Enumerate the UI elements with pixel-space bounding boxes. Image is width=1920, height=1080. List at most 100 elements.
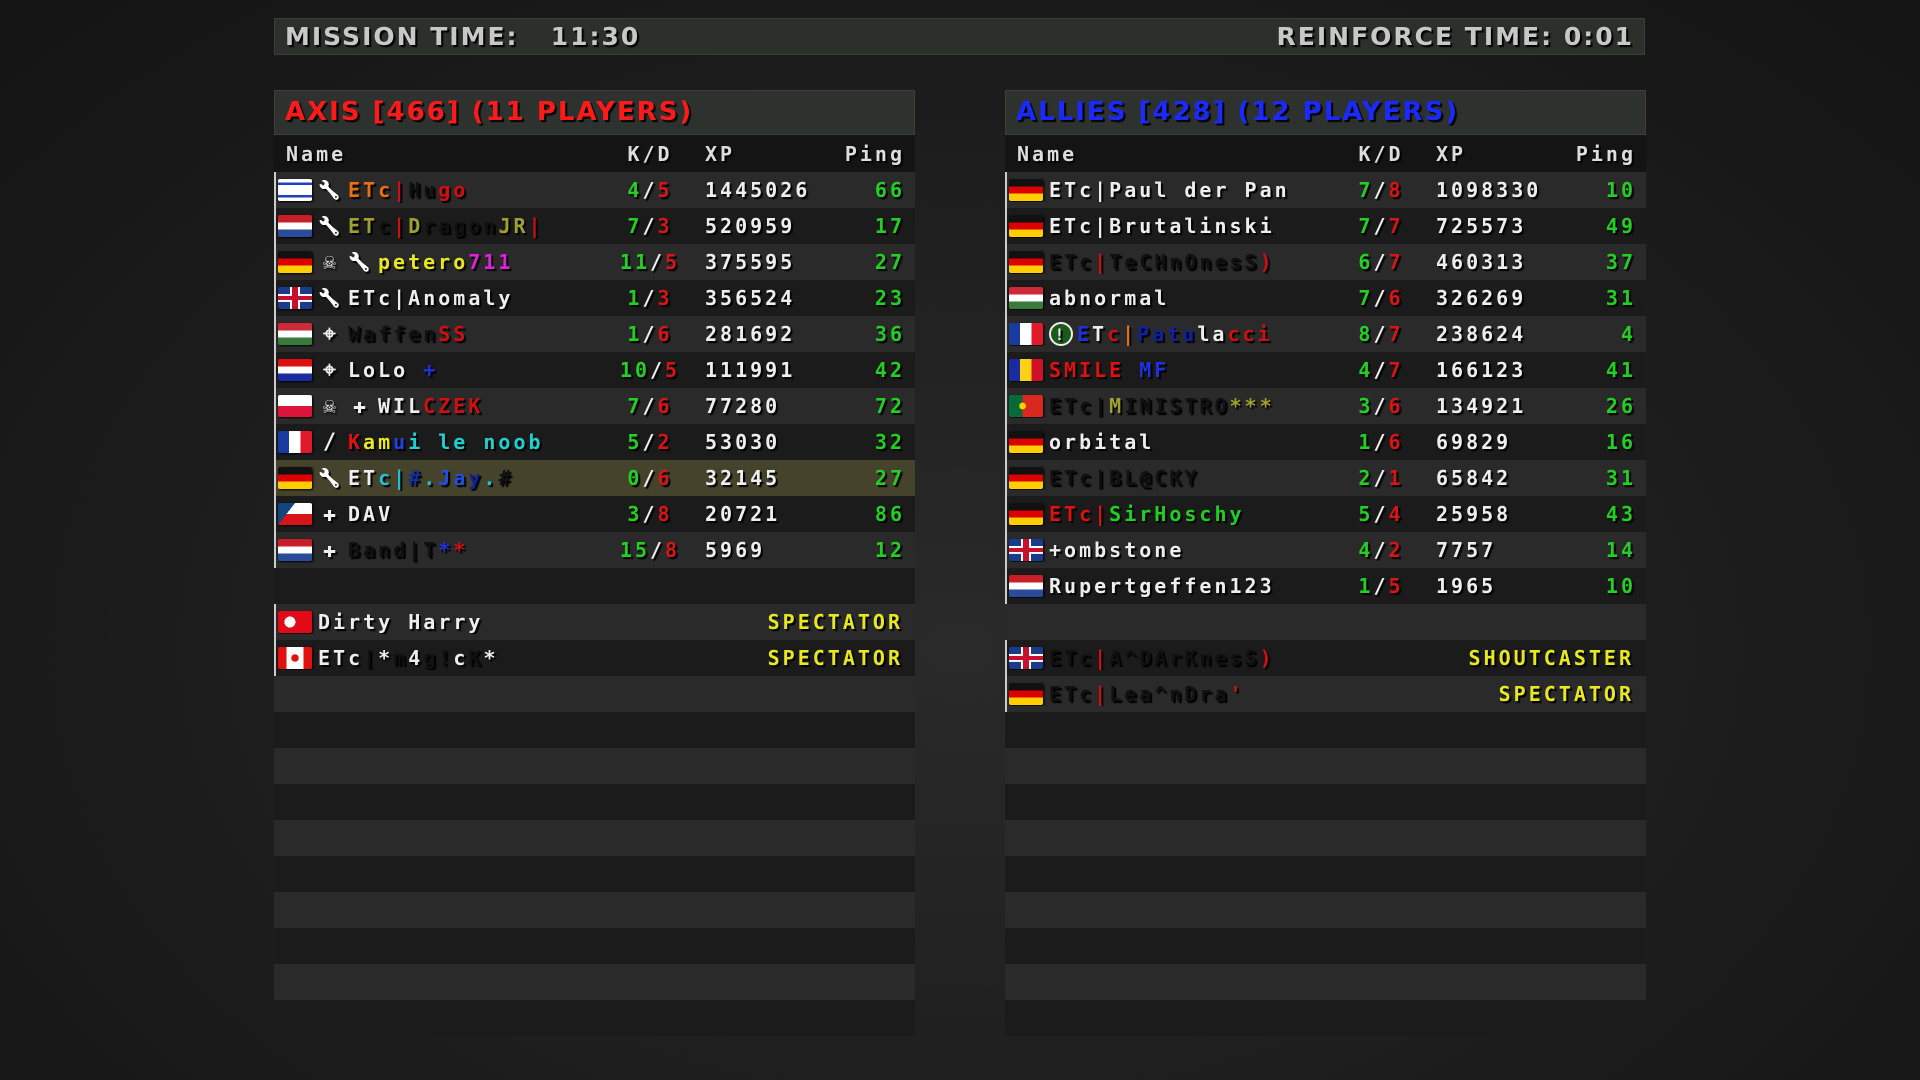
name-segment: DAV [348, 502, 394, 526]
name-segment: +ombstone [1049, 538, 1185, 562]
de-flag-icon [278, 251, 312, 273]
name-segment: Dirty Harry [318, 610, 484, 634]
spectator-role: SPECTATOR [767, 610, 903, 634]
name-segment: TeCHnOnesS [1109, 250, 1260, 274]
empty-row [1005, 1000, 1646, 1036]
player-name: 🔧 ETc|Anomaly [276, 285, 595, 311]
column-xp[interactable]: XP [705, 141, 736, 166]
kills: 3 [627, 502, 643, 526]
kd-separator: / [650, 250, 666, 274]
name-segment: c [1107, 322, 1123, 346]
spectator-row[interactable]: Dirty Harry SPECTATOR [274, 604, 915, 640]
player-row[interactable]: Rupertgeffen123 1/5 1965 10 [1005, 568, 1646, 604]
kills: 15 [619, 538, 650, 562]
name-segment: ETc| [1049, 502, 1110, 526]
xp: 375595 [705, 250, 796, 274]
name-segment: E [1077, 322, 1093, 346]
player-row[interactable]: ETc|Brutalinski 7/7 725573 49 [1005, 208, 1646, 244]
empty-row [1005, 856, 1646, 892]
name-segment: * [438, 538, 454, 562]
xp: 77280 [705, 394, 781, 418]
player-row[interactable]: 🔧 ETc|Anomaly 1/3 356524 23 [274, 280, 915, 316]
player-row[interactable]: ✚ DAV 3/8 20721 86 [274, 496, 915, 532]
xp: 520959 [705, 214, 796, 238]
kills: 10 [619, 358, 650, 382]
empty-row [1005, 748, 1646, 784]
name-segment: u [393, 430, 409, 454]
empty-row [274, 1000, 915, 1036]
name-segment: ETc [318, 646, 364, 670]
kill-death: 6/7 [1326, 250, 1436, 274]
column-ping[interactable]: Ping [1575, 141, 1636, 166]
column-xp[interactable]: XP [1436, 141, 1467, 166]
player-row[interactable]: ETc|Paul der Pan 7/8 1098330 10 [1005, 172, 1646, 208]
name-segment: i le noob [408, 430, 544, 454]
xp: 25958 [1436, 502, 1512, 526]
ping: 32 [874, 430, 905, 454]
name-segment: ETc [1049, 682, 1095, 706]
player-row[interactable]: ⌖ LoLo +10/5 111991 42 [274, 352, 915, 388]
player-row[interactable]: ETc | TeCHnOnesS) 6/7 460313 37 [1005, 244, 1646, 280]
spectator-row[interactable]: ETc | Lea^nDra ' SPECTATOR [1005, 676, 1646, 712]
xp: 281692 [705, 322, 796, 346]
player-name: Rupertgeffen123 [1007, 574, 1326, 598]
ca-flag-icon [278, 647, 312, 669]
player-row[interactable]: ☠ ✚ WIL CZEK 7/6 77280 72 [274, 388, 915, 424]
player-row[interactable]: ETc| SirHoschy 5/4 25958 43 [1005, 496, 1646, 532]
ping: 41 [1605, 358, 1636, 382]
name-segment: SirHoschy [1109, 502, 1245, 526]
name-segment: *** [1229, 394, 1275, 418]
deaths: 6 [1388, 430, 1404, 454]
player-name: abnormal [1007, 286, 1326, 310]
player-row[interactable]: abnormal 7/6 326269 31 [1005, 280, 1646, 316]
empty-row [274, 928, 915, 964]
column-name[interactable]: Name [286, 141, 347, 166]
cz-flag-icon [278, 503, 312, 525]
player-name: Dirty Harry [276, 610, 703, 634]
name-segment: | [1094, 250, 1110, 274]
name-segment: K [348, 430, 364, 454]
player-row[interactable]: SMILE MF 4/7 166123 41 [1005, 352, 1646, 388]
spectator-row[interactable]: ETc | A^DArKnesS) SHOUTCASTER [1005, 640, 1646, 676]
kd-separator: / [650, 538, 666, 562]
ping: 10 [1605, 178, 1636, 202]
name-segment: go [438, 178, 469, 202]
column-name[interactable]: Name [1017, 141, 1078, 166]
player-row[interactable]: ETc|BL@CKY 2/1 65842 31 [1005, 460, 1646, 496]
column-kd[interactable]: K/D [1358, 141, 1404, 166]
player-list: ETc|Paul der Pan 7/8 1098330 10 ETc|Brutalin… [1005, 172, 1646, 1036]
name-segment: ETc|BL@CKY [1049, 466, 1200, 490]
player-row[interactable]: orbital 1/6 69829 16 [1005, 424, 1646, 460]
player-row[interactable]: ☠ 🔧 petero 711 11/5 375595 27 [274, 244, 915, 280]
player-row[interactable]: 🔧 ETc | Hu go 4/5 1445026 66 [274, 172, 915, 208]
name-segment: . [423, 466, 439, 490]
player-row[interactable]: 🔧 ET c| #. Ja y. #0/6 32145 27 [274, 460, 915, 496]
column-ping[interactable]: Ping [844, 141, 905, 166]
xp: 725573 [1436, 214, 1527, 238]
xp: 32145 [705, 466, 781, 490]
kills: 2 [1358, 466, 1374, 490]
name-segment: c [378, 214, 394, 238]
deaths: 7 [1388, 322, 1404, 346]
empty-row [1005, 892, 1646, 928]
pt-flag-icon [1009, 395, 1043, 417]
column-kd[interactable]: K/D [627, 141, 673, 166]
name-segment: Lea^nDra [1109, 682, 1230, 706]
player-row[interactable]: +ombstone 4/2 7757 14 [1005, 532, 1646, 568]
player-row[interactable]: ETc| M INISTRO *** 3/6 134921 26 [1005, 388, 1646, 424]
kills: 4 [1358, 538, 1374, 562]
kd-separator: / [1373, 214, 1389, 238]
name-segment: | [363, 646, 379, 670]
de-flag-icon [1009, 683, 1043, 705]
player-row[interactable]: ✚ Band|T * * 15/8 5969 12 [274, 532, 915, 568]
kills: 1 [1358, 430, 1374, 454]
name-segment: | [1094, 646, 1110, 670]
spectator-row[interactable]: ETc | * m 4 g! c K * SPECTATOR [274, 640, 915, 676]
name-segment: ETc|Paul der Pan [1049, 178, 1290, 202]
axis-scoreboard: AXIS [466] (11 PLAYERS) Name K/D XP Ping 🔧 ETc… [274, 90, 915, 1080]
player-row[interactable]: ⌖ Waffen SS 1/6 281692 36 [274, 316, 915, 352]
kd-separator: / [642, 214, 658, 238]
